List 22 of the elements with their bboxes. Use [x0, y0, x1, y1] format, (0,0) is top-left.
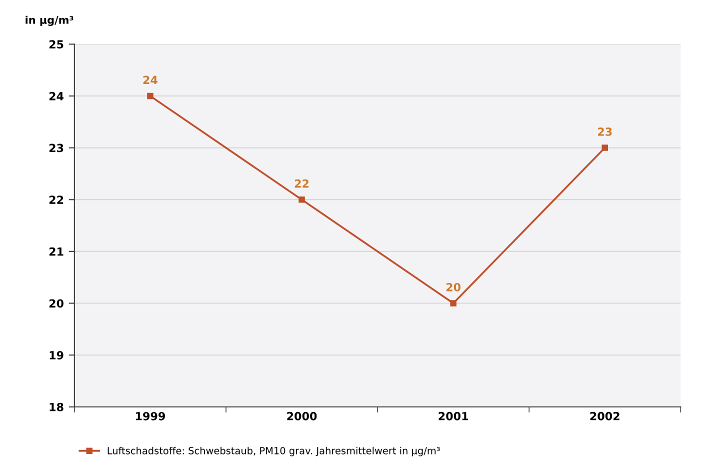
y-tick-label: 24: [49, 92, 64, 100]
data-label: 22: [294, 179, 309, 188]
point: [298, 196, 305, 203]
y-tick-label: 20: [49, 299, 64, 308]
data-label: 20: [446, 282, 461, 292]
x-tick-label: 2000: [287, 412, 317, 420]
y-tick-label: 21: [49, 247, 64, 256]
y-tick-label: 18: [50, 402, 64, 412]
x-tick-label: 2001: [438, 412, 468, 420]
x-tick-label: 2002: [590, 412, 620, 420]
point: [450, 300, 456, 306]
y-tick-label: 22: [49, 196, 64, 204]
legend-label: Luftschadstoffe: Schwebstaub, PM10 grav. Jahresmittelwert in µg/m³: [108, 446, 440, 456]
y-tick-label: 23: [49, 144, 64, 152]
y-tick-label: 19: [50, 351, 64, 360]
data-label: 23: [598, 128, 612, 136]
data-label: 24: [143, 76, 158, 84]
y-tick-label: 25: [49, 40, 64, 49]
point: [602, 144, 608, 151]
point: [147, 92, 154, 100]
y-axis-title: in µg/m³: [26, 16, 74, 26]
x-tick-label: 1999: [136, 412, 165, 420]
